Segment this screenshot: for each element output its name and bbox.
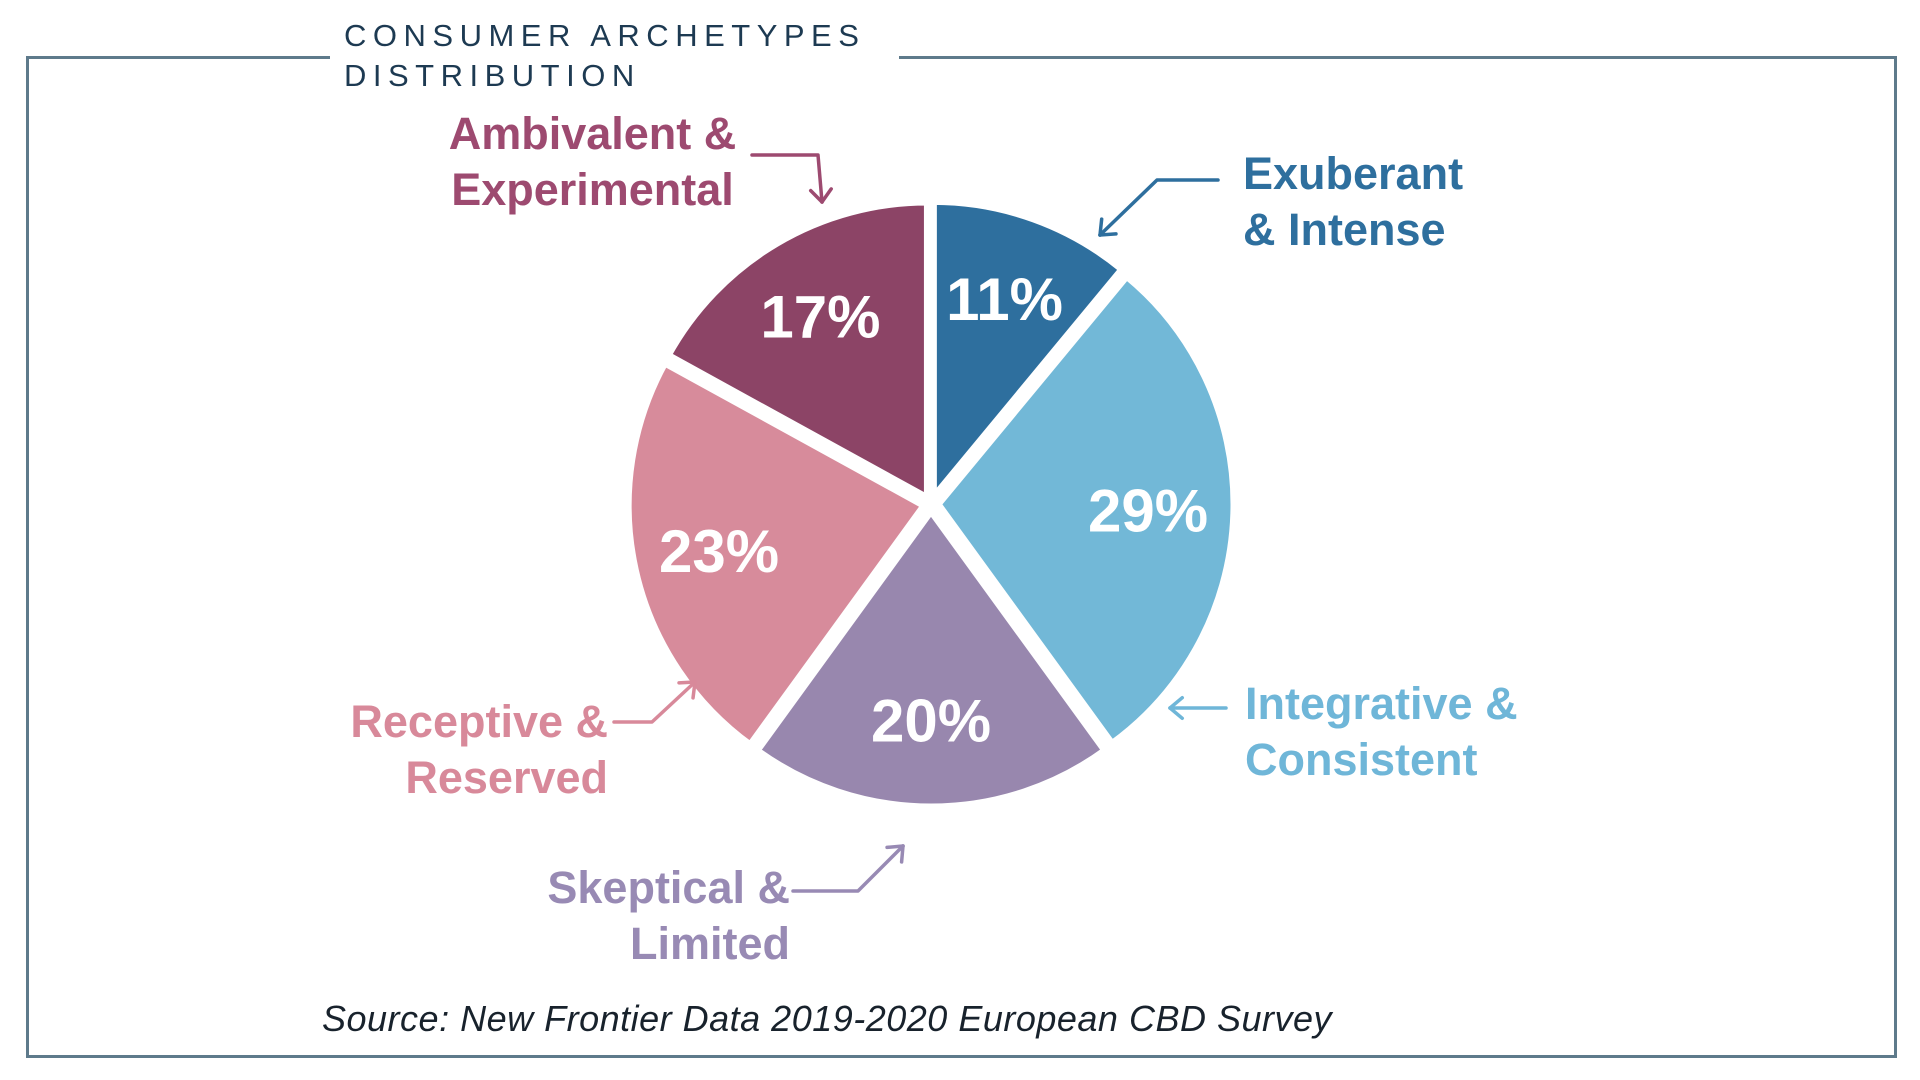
- chart-title-line2: DISTRIBUTION: [344, 58, 641, 93]
- label-arrow-receptive-reserved: [612, 680, 697, 724]
- slice-label-integrative-consistent: Integrative & Consistent: [1245, 676, 1518, 788]
- pie-percent-ambivalent-experimental: 17%: [760, 284, 880, 351]
- slice-label-skeptical-limited: Skeptical & Limited: [500, 860, 790, 972]
- slice-label-line: Receptive &: [350, 696, 608, 747]
- slice-label-line: Experimental: [451, 164, 734, 215]
- slice-label-line: Integrative &: [1245, 678, 1518, 729]
- slice-label-line: Consistent: [1245, 734, 1478, 785]
- chart-frame-border: [26, 56, 1897, 1058]
- slice-label-line: Exuberant: [1243, 148, 1464, 199]
- pie-slice-integrative-consistent: [934, 272, 1238, 748]
- slice-label-receptive-reserved: Receptive & Reserved: [350, 694, 608, 806]
- pie-percent-skeptical-limited: 20%: [871, 688, 991, 755]
- pie-percent-receptive-reserved: 23%: [659, 518, 779, 585]
- pie-slice-exuberant-intense: [929, 197, 1126, 501]
- label-arrow-ambivalent-experimental: [750, 153, 833, 204]
- slice-label-ambivalent-experimental: Ambivalent & Experimental: [420, 106, 765, 218]
- source-citation: Source: New Frontier Data 2019-2020 Euro…: [322, 998, 1333, 1039]
- slice-label-line: Ambivalent &: [448, 108, 737, 159]
- slice-label-line: Skeptical &: [547, 862, 790, 913]
- chart-title-line1: CONSUMER ARCHETYPES: [344, 18, 866, 53]
- pie-percent-exuberant-intense: 11%: [946, 266, 1063, 333]
- label-arrow-integrative-consistent: [1168, 695, 1228, 721]
- pie-percent-integrative-consistent: 29%: [1088, 477, 1208, 544]
- chart-title: CONSUMER ARCHETYPES DISTRIBUTION: [330, 12, 900, 102]
- slice-label-line: Limited: [629, 918, 790, 969]
- pie-slice-skeptical-limited: [753, 507, 1109, 811]
- pie-slice-receptive-reserved: [624, 359, 928, 749]
- label-arrow-skeptical-limited: [791, 844, 905, 893]
- pie-slice-ambivalent-experimental: [664, 198, 931, 502]
- slice-label-line: Reserved: [405, 752, 608, 803]
- label-arrow-exuberant-intense: [1098, 178, 1220, 237]
- slice-label-exuberant-intense: Exuberant & Intense: [1243, 146, 1463, 258]
- slice-label-line: & Intense: [1243, 204, 1446, 255]
